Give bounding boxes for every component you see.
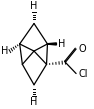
Text: O: O: [79, 44, 86, 54]
Text: H: H: [30, 1, 38, 11]
Text: H: H: [58, 39, 65, 49]
Polygon shape: [47, 43, 56, 45]
Text: H: H: [1, 46, 8, 56]
Text: Cl: Cl: [79, 69, 88, 78]
Text: H: H: [30, 97, 38, 107]
